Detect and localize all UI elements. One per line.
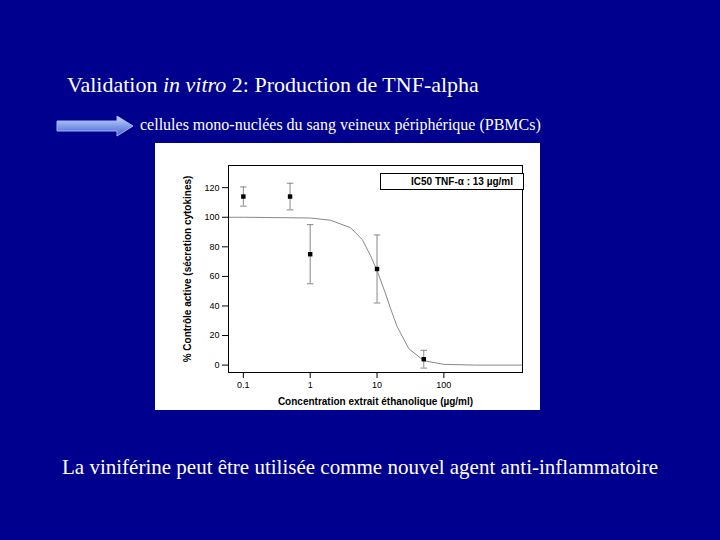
svg-text:40: 40 bbox=[209, 301, 219, 311]
html-text:IC50 TNF-α : 13 µg/ml: IC50 TNF-α : 13 µg/ml bbox=[411, 176, 513, 187]
svg-text:% Contrôle active (sécretion c: % Contrôle active (sécretion cytokines) bbox=[182, 176, 193, 363]
svg-text:1: 1 bbox=[308, 380, 313, 390]
svg-text:0: 0 bbox=[214, 360, 219, 370]
svg-text:20: 20 bbox=[209, 330, 219, 340]
svg-text:Concentration extrait éthanoli: Concentration extrait éthanolique (µg/ml… bbox=[278, 396, 473, 407]
svg-text:100: 100 bbox=[436, 380, 451, 390]
svg-text:0.1: 0.1 bbox=[237, 380, 250, 390]
svg-text:80: 80 bbox=[209, 242, 219, 252]
html-text:cellules mono-nuclées du sang: cellules mono-nuclées du sang veineux pé… bbox=[140, 116, 541, 133]
svg-text:120: 120 bbox=[204, 183, 219, 193]
svg-text:60: 60 bbox=[209, 271, 219, 281]
html-text:Validation in vitro 2: Product: Validation in vitro 2: Production de TNF… bbox=[67, 72, 479, 97]
html-text:La viniférine peut être utilis: La viniférine peut être utilisée comme n… bbox=[62, 455, 658, 479]
svg-text:10: 10 bbox=[372, 380, 382, 390]
svg-text:100: 100 bbox=[204, 212, 219, 222]
